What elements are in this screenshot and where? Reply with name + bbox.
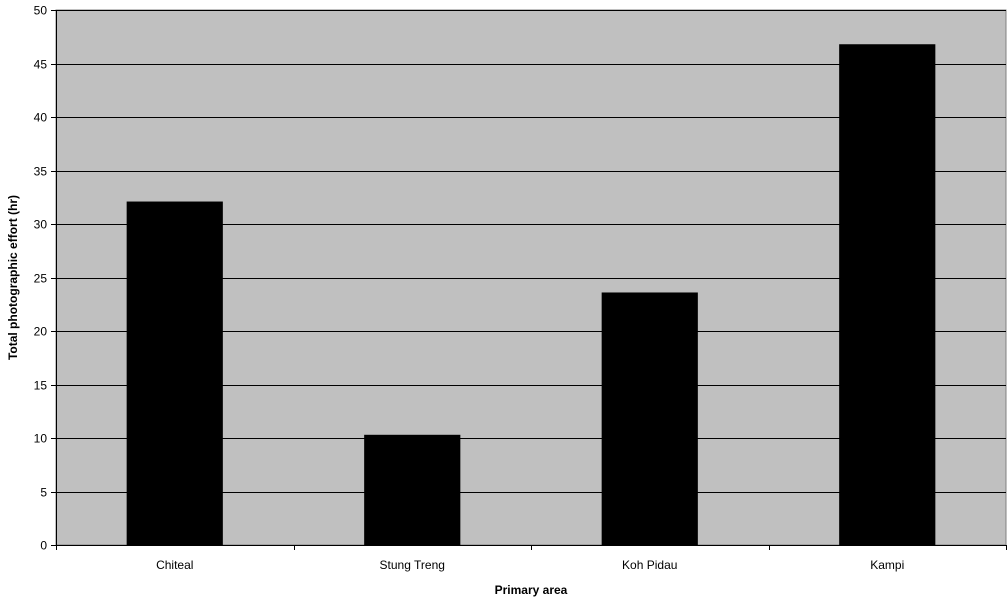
y-tick-label: 15: [34, 379, 48, 393]
y-tick-label: 25: [34, 272, 48, 286]
x-tick-label: Kampi: [870, 558, 904, 572]
x-tick-labels: Chiteal Stung Treng Koh Pidau Kampi: [156, 558, 904, 572]
y-tick-labels: 0 5 10 15 20 25 30 35 40 45 50: [34, 4, 48, 553]
y-tick-label: 50: [34, 4, 48, 18]
x-tick-label: Stung Treng: [380, 558, 445, 572]
x-tick-label: Koh Pidau: [622, 558, 677, 572]
x-axis-title: Primary area: [495, 583, 568, 597]
y-axis-title: Total photographic effort (hr): [6, 195, 20, 360]
bar-stung-treng: [364, 434, 461, 545]
y-tick-label: 45: [34, 58, 48, 72]
bar-koh-pidau: [601, 292, 698, 545]
axes: [51, 10, 1007, 550]
y-tick-label: 20: [34, 325, 48, 339]
bar-chiteal: [126, 201, 223, 545]
y-tick-label: 35: [34, 165, 48, 179]
y-tick-label: 0: [40, 539, 47, 553]
x-tick-label: Chiteal: [156, 558, 193, 572]
bar-kampi: [839, 44, 936, 546]
y-tick-label: 10: [34, 432, 48, 446]
bars: [126, 44, 936, 546]
y-tick-label: 5: [40, 486, 47, 500]
y-tick-label: 40: [34, 111, 48, 125]
y-tick-label: 30: [34, 218, 48, 232]
